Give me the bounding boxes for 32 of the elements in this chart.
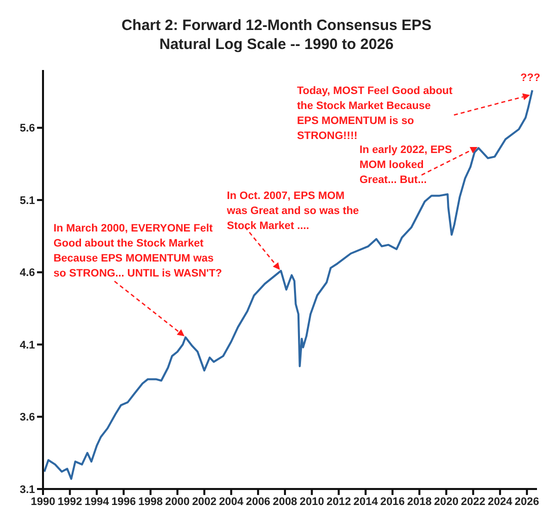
- chart-title: Chart 2: Forward 12-Month Consensus EPS: [120, 16, 433, 35]
- x-tick-label: 2010: [300, 496, 324, 508]
- y-tick-label: 4.6: [20, 267, 35, 280]
- annotation: In early 2022, EPS MOM looked Great... But...: [360, 144, 452, 186]
- x-tick-label: 1994: [84, 496, 110, 508]
- x-tick-label: 2004: [218, 496, 244, 508]
- x-tick-label: 2000: [165, 496, 190, 508]
- annotation: In March 2000, EVERYONE Felt Good about the Stock Market Because EPS MOMENTUM was so STRONG... UNTIL is WASN'T?: [53, 222, 222, 280]
- annotation: In Oct. 2007, EPS MOM was Great and so was the Stock Market ....: [226, 190, 359, 232]
- y-tick-label: 3.6: [20, 412, 35, 424]
- x-tick-label: 2016: [380, 496, 405, 508]
- x-tick-label: 1992: [58, 496, 82, 508]
- x-tick-label: 2012: [326, 496, 351, 508]
- x-tick-label: 2026: [514, 496, 540, 508]
- x-tick-label: 1990: [30, 496, 56, 508]
- y-tick-label: 5.1: [20, 194, 35, 207]
- annotation: ???: [520, 72, 540, 84]
- x-tick-label: 2022: [460, 496, 486, 508]
- x-tick-label: 2006: [246, 496, 270, 508]
- x-tick-label: 1998: [138, 496, 163, 508]
- x-tick-label: 2020: [434, 496, 459, 508]
- annotation: Today, MOST Feel Good about the Stock Market Because EPS MOMENTUM is so STRONG!!!!: [296, 85, 453, 142]
- chart-subtitle: Natural Log Scale -- 1990 to 2026: [158, 35, 395, 54]
- y-tick-label: 5.6: [20, 122, 35, 135]
- x-tick-label: 2024: [488, 496, 514, 508]
- x-tick-label: 1996: [111, 496, 136, 508]
- x-tick-label: 2008: [272, 496, 298, 508]
- y-tick-label: 3.1: [20, 484, 35, 496]
- x-tick-label: 2014: [353, 496, 379, 508]
- x-tick-label: 2002: [192, 496, 217, 508]
- x-tick-label: 2018: [407, 496, 432, 508]
- y-tick-label: 4.1: [20, 339, 35, 352]
